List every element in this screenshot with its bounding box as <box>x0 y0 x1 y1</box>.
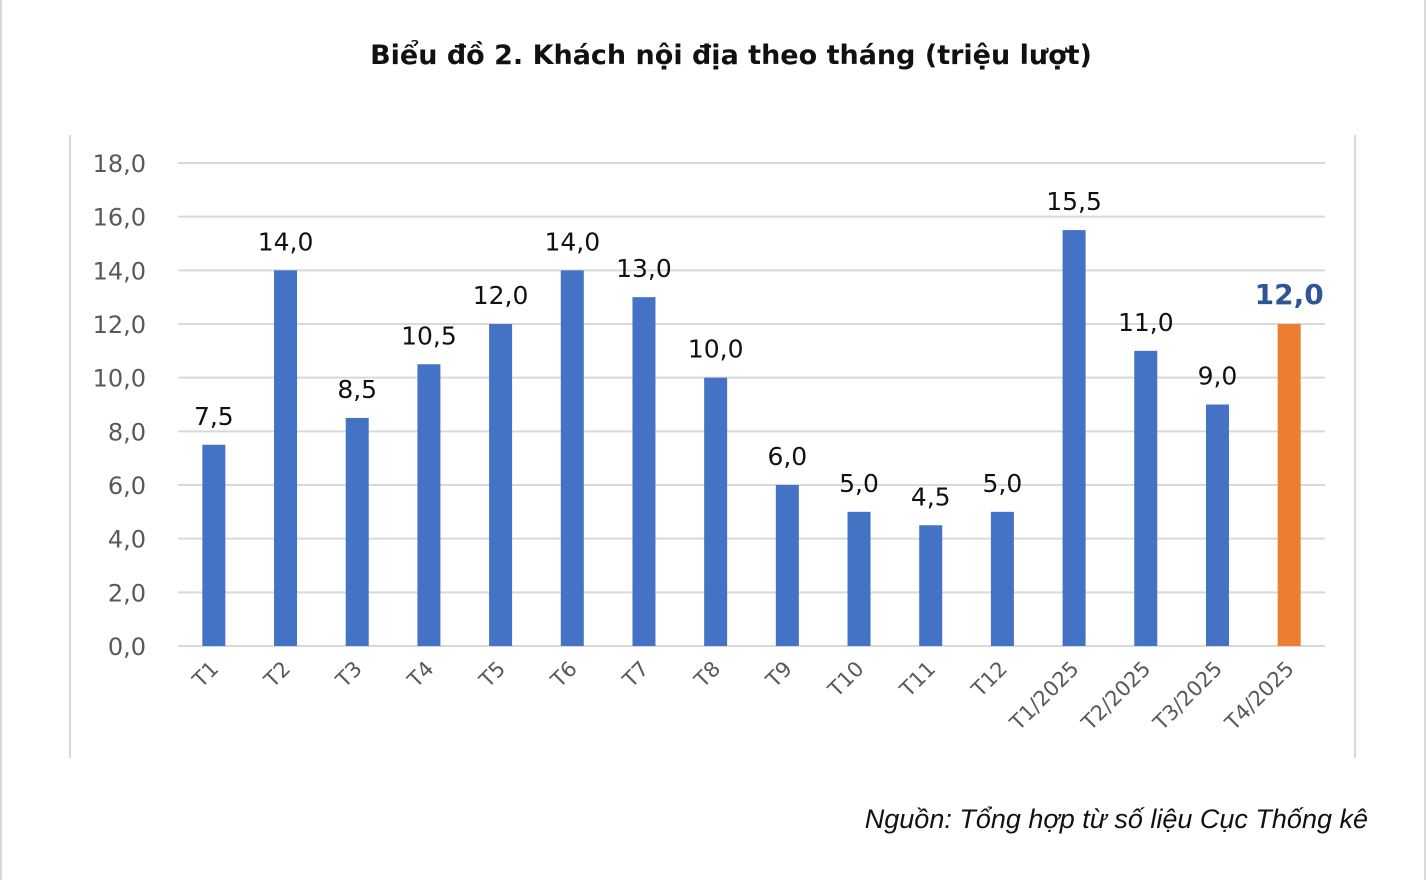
bar <box>1134 350 1158 646</box>
y-tick-label: 18,0 <box>93 150 146 178</box>
y-tick-label: 16,0 <box>93 204 146 232</box>
x-tick-label: T5 <box>474 657 510 693</box>
data-label: 13,0 <box>616 254 672 283</box>
y-tick-label: 10,0 <box>93 365 146 393</box>
bar <box>417 364 441 646</box>
x-tick-label: T3/2025 <box>1148 657 1227 736</box>
data-label: 7,5 <box>194 402 234 431</box>
bar <box>560 270 584 646</box>
y-tick-label: 0,0 <box>108 633 146 661</box>
data-label: 10,5 <box>401 321 457 350</box>
y-tick-label: 12,0 <box>93 311 146 339</box>
source-note: Nguồn: Tổng hợp từ số liệu Cục Thống kê <box>864 804 1368 834</box>
bar <box>1062 230 1086 647</box>
data-label: 5,0 <box>839 469 879 498</box>
data-label: 15,5 <box>1046 187 1102 216</box>
bar <box>847 511 871 646</box>
bar <box>489 324 513 646</box>
bar <box>1205 404 1229 646</box>
x-tick-label: T9 <box>761 657 797 693</box>
data-label: 12,0 <box>1255 278 1324 311</box>
gridlines <box>178 162 1325 647</box>
bars <box>202 230 1301 647</box>
data-labels: 7,5 14,0 8,5 10,5 12,0 14,0 13,0 10,0 6,0 5,0 4,5 5… <box>194 187 1324 511</box>
x-tick-label: T11 <box>895 657 941 703</box>
bar <box>704 377 728 646</box>
x-tick-label: T6 <box>546 657 582 693</box>
x-tick-label: T3 <box>331 657 367 693</box>
y-tick-label: 4,0 <box>108 526 146 554</box>
x-tick-label: T1/2025 <box>1005 657 1084 736</box>
data-label: 8,5 <box>337 375 377 404</box>
bar <box>1277 324 1301 646</box>
bar <box>345 417 369 646</box>
bar <box>202 444 226 646</box>
x-tick-label: T4/2025 <box>1220 657 1299 736</box>
x-tick-label: T10 <box>823 657 869 703</box>
y-tick-label: 8,0 <box>108 418 146 446</box>
data-label: 12,0 <box>473 281 529 310</box>
y-tick-label: 14,0 <box>93 257 146 285</box>
bar <box>775 485 799 646</box>
bar <box>632 297 656 646</box>
data-label: 14,0 <box>544 227 600 256</box>
bar <box>919 525 943 646</box>
x-tick-label: T1 <box>187 657 223 693</box>
x-tick-label: T2/2025 <box>1076 657 1155 736</box>
bar <box>274 270 298 646</box>
y-tick-label: 6,0 <box>108 472 146 500</box>
x-tick-label: T12 <box>966 657 1012 703</box>
data-label: 9,0 <box>1198 362 1238 391</box>
data-label: 14,0 <box>258 227 314 256</box>
chart-title: Biểu đồ 2. Khách nội địa theo tháng (tri… <box>370 40 1092 71</box>
data-label: 4,5 <box>911 482 951 511</box>
x-tick-label: T2 <box>259 657 295 693</box>
bar <box>990 511 1014 646</box>
x-tick-label: T7 <box>617 657 653 693</box>
x-axis-ticks: T1 T2 T3 T4 T5 T6 T7 T8 T9 T10 T11 T12T1/2025T2/202… <box>187 657 1299 736</box>
data-label: 11,0 <box>1118 308 1174 337</box>
data-label: 6,0 <box>767 442 807 471</box>
x-tick-label: T4 <box>402 657 438 693</box>
x-tick-label: T8 <box>689 657 725 693</box>
y-tick-label: 2,0 <box>108 579 146 607</box>
data-label: 5,0 <box>983 469 1023 498</box>
data-label: 10,0 <box>688 335 744 364</box>
y-axis-ticks: 0,0 2,0 4,0 6,0 8,0 10,0 12,0 14,0 16,0 18,0 <box>93 150 146 661</box>
